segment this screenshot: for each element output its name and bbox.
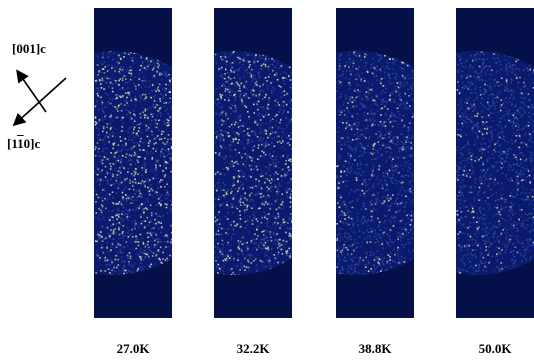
temperature-label-4: 50.0K: [478, 341, 512, 356]
temperature-label-2: 32.2K: [236, 341, 270, 356]
axis-label-001: [001]c: [12, 41, 46, 56]
domain-image-panel-2: [214, 8, 292, 318]
axis-label-1-10: [110]c: [7, 136, 41, 151]
domain-image-panel-1: [94, 8, 172, 318]
crossed-arrows-icon: [12, 69, 67, 127]
domain-image-panel-4: [456, 8, 534, 318]
temperature-label-1: 27.0K: [116, 341, 150, 356]
temperature-label-3: 38.8K: [358, 341, 392, 356]
domain-image-panel-3: [336, 8, 414, 318]
